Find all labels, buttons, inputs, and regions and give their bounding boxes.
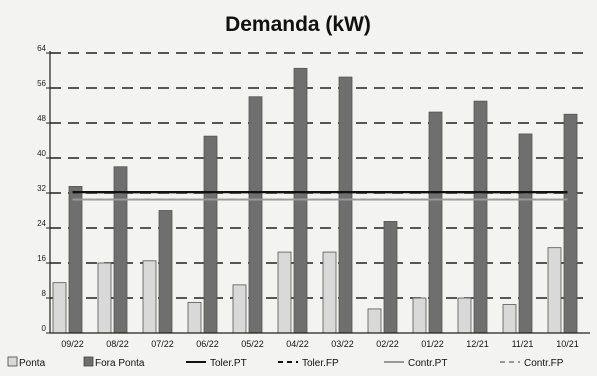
x-tick-label: 05/22 bbox=[241, 339, 264, 349]
y-tick-label: 56 bbox=[37, 79, 46, 88]
x-tick-label: 04/22 bbox=[286, 339, 309, 349]
y-tick-label: 8 bbox=[42, 289, 47, 298]
bar-ponta bbox=[412, 297, 427, 334]
legend-label: Fora Ponta bbox=[95, 358, 145, 369]
bar-fora-ponta bbox=[248, 96, 263, 334]
y-tick-label: 48 bbox=[37, 114, 46, 123]
legend-label: Toler.PT bbox=[210, 358, 247, 369]
bar-ponta bbox=[277, 251, 292, 334]
bar-fora-ponta bbox=[203, 135, 218, 334]
bar-ponta bbox=[97, 262, 112, 334]
bar-fora-ponta bbox=[338, 76, 353, 334]
bar-ponta bbox=[547, 247, 562, 334]
bar-fora-ponta bbox=[473, 100, 488, 334]
bar-fora-ponta bbox=[563, 113, 578, 334]
bar-fora-ponta bbox=[293, 67, 308, 334]
bar-fora-ponta bbox=[158, 210, 173, 334]
x-tick-label: 10/21 bbox=[556, 339, 579, 349]
legend-label: Toler.FP bbox=[302, 358, 339, 369]
y-tick-label: 40 bbox=[37, 149, 46, 158]
x-tick-label: 12/21 bbox=[466, 339, 489, 349]
bar-ponta bbox=[322, 251, 337, 334]
bar-ponta bbox=[232, 284, 247, 334]
bar-ponta bbox=[367, 308, 382, 334]
y-tick-label: 0 bbox=[42, 324, 47, 333]
x-tick-label: 07/22 bbox=[151, 339, 174, 349]
bar-ponta bbox=[457, 297, 472, 334]
y-tick-label: 64 bbox=[37, 44, 46, 53]
bar-fora-ponta bbox=[518, 133, 533, 334]
bars bbox=[52, 67, 578, 334]
x-tick-label: 09/22 bbox=[61, 339, 84, 349]
x-tick-label: 11/21 bbox=[512, 339, 534, 349]
bar-fora-ponta bbox=[383, 221, 398, 334]
bar-fora-ponta bbox=[68, 186, 83, 334]
bar-ponta bbox=[52, 282, 67, 334]
legend-label: Ponta bbox=[19, 358, 46, 369]
x-axis-ticks: 09/22 08/22 07/22 06/22 05/22 04/22 03/22 02/22… bbox=[61, 339, 579, 349]
y-tick-label: 16 bbox=[37, 254, 46, 263]
bar-ponta bbox=[187, 301, 202, 334]
x-tick-label: 08/22 bbox=[106, 339, 129, 349]
legend-swatch bbox=[83, 356, 94, 367]
chart-title: Demanda (kW) bbox=[225, 13, 371, 36]
bar-ponta bbox=[142, 260, 157, 334]
x-tick-label: 06/22 bbox=[196, 339, 219, 349]
x-tick-label: 02/22 bbox=[376, 339, 399, 349]
bar-fora-ponta bbox=[428, 111, 443, 334]
grid bbox=[50, 52, 590, 299]
legend-label: Contr.FP bbox=[524, 358, 564, 369]
y-tick-label: 32 bbox=[37, 184, 46, 193]
reference-lines bbox=[72, 191, 568, 201]
legend-label: Contr.PT bbox=[408, 358, 447, 369]
bar-ponta bbox=[502, 304, 517, 334]
x-tick-label: 03/22 bbox=[331, 339, 354, 349]
legend: Ponta Fora Ponta Toler.PT Toler.FP Contr.PT C… bbox=[7, 356, 564, 369]
x-tick-label: 01/22 bbox=[421, 339, 444, 349]
y-axis-ticks: 0 8 16 24 32 40 48 56 64 bbox=[37, 44, 50, 334]
axes bbox=[49, 51, 590, 334]
y-tick-label: 24 bbox=[37, 219, 46, 228]
legend-swatch bbox=[7, 356, 18, 367]
